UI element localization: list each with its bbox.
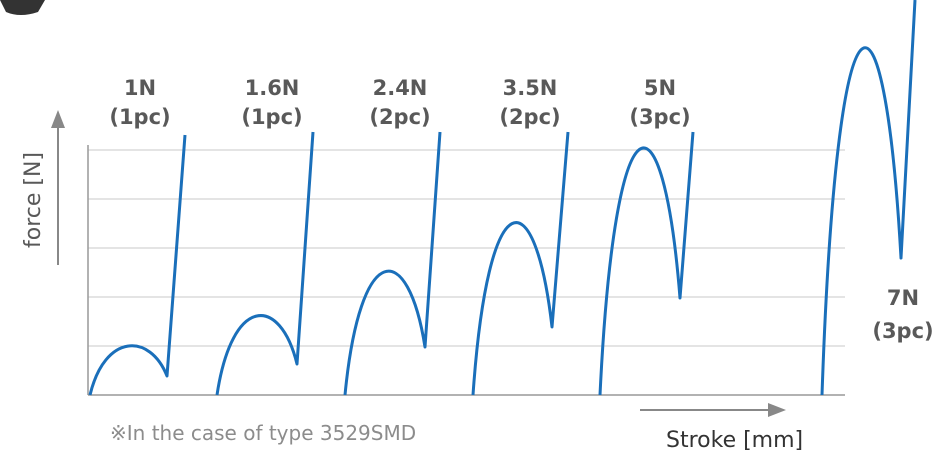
- icon: [0, 0, 45, 15]
- force-label: 1N: [124, 76, 156, 100]
- force-label: 7N: [887, 286, 919, 310]
- curve: [215, 131, 315, 396]
- count-label: (2pc): [369, 105, 430, 129]
- count-label: (2pc): [499, 105, 560, 129]
- force-label: 3.5N: [503, 76, 558, 100]
- count-label: (3pc): [629, 105, 690, 129]
- x-axis-label: Stroke [mm]: [666, 428, 803, 453]
- note: ※In the case of type 3529SMD: [110, 421, 416, 445]
- count-label: (1pc): [109, 105, 170, 129]
- x-arrowhead: [768, 403, 786, 417]
- curve: [471, 131, 570, 396]
- force-label: 2.4N: [373, 76, 428, 100]
- count-label: (3pc): [872, 319, 933, 343]
- count-label: (1pc): [241, 105, 302, 129]
- y-axis-label: force [N]: [21, 152, 46, 248]
- force-label: 1.6N: [245, 76, 300, 100]
- curve: [88, 134, 187, 396]
- curve: [343, 131, 442, 396]
- curve: [820, 0, 917, 396]
- y-arrowhead: [51, 110, 65, 128]
- curve: [598, 131, 695, 396]
- grid: [87, 145, 845, 396]
- force-label: 5N: [644, 76, 676, 100]
